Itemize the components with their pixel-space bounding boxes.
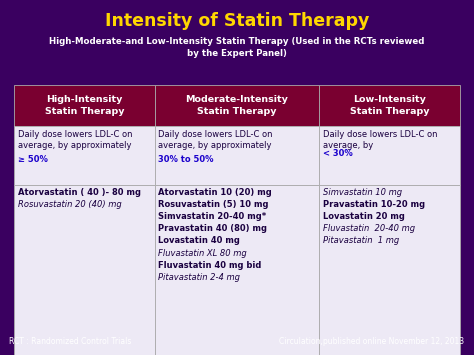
- Text: Fluvastatin XL 80 mg: Fluvastatin XL 80 mg: [158, 248, 247, 257]
- Bar: [319, 126, 460, 185]
- Text: Daily dose lowers LDL-C on
average, by approximately: Daily dose lowers LDL-C on average, by a…: [18, 130, 133, 150]
- Text: Daily dose lowers LDL-C on
average, by: Daily dose lowers LDL-C on average, by: [323, 130, 438, 150]
- Text: Rosuvastatin 20 (40) mg: Rosuvastatin 20 (40) mg: [18, 200, 122, 209]
- Text: Atorvastatin 10 (20) mg: Atorvastatin 10 (20) mg: [158, 188, 272, 197]
- Text: Pitavastatin 2-4 mg: Pitavastatin 2-4 mg: [158, 273, 240, 282]
- Bar: [155, 126, 319, 185]
- Text: Daily dose lowers LDL-C on
average, by approximately: Daily dose lowers LDL-C on average, by a…: [158, 130, 273, 150]
- Text: Pitavastatin  1 mg: Pitavastatin 1 mg: [323, 236, 400, 245]
- Bar: [14, 126, 155, 185]
- Text: Simvastatin 20-40 mg*: Simvastatin 20-40 mg*: [158, 212, 266, 221]
- Bar: [14, 85, 155, 126]
- Text: Pravastatin 40 (80) mg: Pravastatin 40 (80) mg: [158, 224, 267, 233]
- Text: Intensity of Statin Therapy: Intensity of Statin Therapy: [105, 12, 369, 31]
- Text: 30% to 50%: 30% to 50%: [158, 155, 214, 164]
- Text: Fluvastatin  20-40 mg: Fluvastatin 20-40 mg: [323, 224, 415, 233]
- Bar: [319, 185, 460, 355]
- Text: RCT : Randomized Control Trials: RCT : Randomized Control Trials: [9, 337, 132, 346]
- Text: Moderate-Intensity
Statin Therapy: Moderate-Intensity Statin Therapy: [185, 95, 289, 116]
- Bar: [14, 185, 155, 355]
- Text: Atorvastatin ( 40 )- 80 mg: Atorvastatin ( 40 )- 80 mg: [18, 188, 141, 197]
- Text: Rosuvastatin (5) 10 mg: Rosuvastatin (5) 10 mg: [158, 200, 269, 209]
- Text: < 30%: < 30%: [323, 149, 353, 158]
- Text: Lovastatin 20 mg: Lovastatin 20 mg: [323, 212, 405, 221]
- Text: Low-Intensity
Statin Therapy: Low-Intensity Statin Therapy: [350, 95, 429, 116]
- Bar: [319, 85, 460, 126]
- Bar: [155, 185, 319, 355]
- Text: Circulation,published online November 12, 2013: Circulation,published online November 12…: [279, 337, 465, 346]
- Text: High-Moderate-and Low-Intensity Statin Therapy (Used in the RCTs reviewed
by the: High-Moderate-and Low-Intensity Statin T…: [49, 37, 425, 58]
- Text: ≥ 50%: ≥ 50%: [18, 155, 48, 164]
- Text: Lovastatin 40 mg: Lovastatin 40 mg: [158, 236, 240, 245]
- Text: High-Intensity
Statin Therapy: High-Intensity Statin Therapy: [45, 95, 124, 116]
- Text: Simvastatin 10 mg: Simvastatin 10 mg: [323, 188, 402, 197]
- Text: Fluvastatin 40 mg bid: Fluvastatin 40 mg bid: [158, 261, 262, 269]
- Bar: [155, 85, 319, 126]
- Text: Pravastatin 10-20 mg: Pravastatin 10-20 mg: [323, 200, 425, 209]
